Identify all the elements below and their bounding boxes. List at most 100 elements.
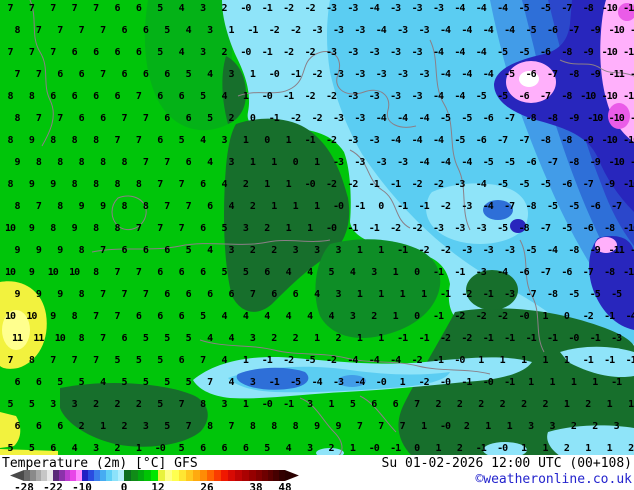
temperature-value: 7 <box>14 69 20 80</box>
temperature-value: -3 <box>397 25 408 36</box>
temperature-value: 6 <box>164 289 170 300</box>
temperature-value: 8 <box>71 135 78 146</box>
temperature-value: 7 <box>399 421 406 432</box>
temperature-value: 7 <box>100 69 106 80</box>
temperature-value: -1 <box>261 47 273 58</box>
temperature-value: 1 <box>285 135 292 146</box>
temperature-value: 3 <box>613 421 620 432</box>
map-region-cyan-se4 <box>316 448 344 456</box>
temperature-value: -6 <box>482 113 494 124</box>
scale-cell <box>273 470 280 481</box>
temperature-value: 8 <box>28 91 35 102</box>
temperature-value: -3 <box>475 223 487 234</box>
temperature-value: 6 <box>35 421 42 432</box>
temperature-value: 8 <box>50 135 56 146</box>
temperature-value: -1 <box>290 69 301 80</box>
temperature-value: 6 <box>35 377 42 388</box>
temperature-value: 9 <box>28 267 35 278</box>
temperature-value: 1 <box>592 377 598 388</box>
temperature-value: 8 <box>78 245 85 256</box>
temperature-value: -4 <box>368 3 380 14</box>
map-region-white-coldcore <box>519 71 539 87</box>
temperature-value: -3 <box>418 69 430 80</box>
temperature-value: -0 <box>261 91 273 102</box>
temperature-value: -1 <box>418 333 430 344</box>
temperature-value: 8 <box>71 311 78 322</box>
temperature-value: 3 <box>307 399 313 410</box>
color-scale-labels: -28 -22 -10 0 12 26 38 48 <box>0 481 634 490</box>
temperature-value: -10 <box>608 25 625 36</box>
temperature-value: 3 <box>314 245 320 256</box>
map-region-magenta-1 <box>618 3 634 21</box>
temperature-value: -2 <box>411 223 423 234</box>
temperature-value: 7 <box>164 201 170 212</box>
temperature-value: -6 <box>582 223 594 234</box>
temperature-value: -0 <box>568 333 579 344</box>
scale-cell <box>123 470 131 481</box>
temperature-value: 11 <box>33 333 44 344</box>
temperature-value: -7 <box>539 223 551 234</box>
temperature-value: 9 <box>14 289 20 300</box>
temperature-value: 9 <box>28 179 35 190</box>
temperature-value: 4 <box>307 267 313 278</box>
temperature-value: 1 <box>228 25 234 36</box>
temperature-value: 7 <box>57 25 63 36</box>
temperature-value: 1 <box>328 399 334 410</box>
temperature-value: -1 <box>397 245 408 256</box>
temperature-value: 1 <box>585 443 591 454</box>
map-region-darkgreen-tongue <box>222 56 246 124</box>
temperature-value: -2 <box>283 47 294 58</box>
temperature-value: 1 <box>242 355 249 366</box>
temperature-value: 1 <box>399 289 406 300</box>
temperature-value: 7 <box>71 3 78 14</box>
temperature-value: 2 <box>78 421 85 432</box>
temperature-value: -3 <box>504 245 515 256</box>
temperature-value: -1 <box>546 333 558 344</box>
temperature-value: -5 <box>461 113 472 124</box>
temperature-value: -9 <box>589 69 601 80</box>
temperature-value: 0 <box>264 135 270 146</box>
temperature-value: 7 <box>35 25 42 36</box>
temperature-value: -2 <box>290 25 301 36</box>
temperature-value: -8 <box>604 267 615 278</box>
temperature-value: 1 <box>485 421 491 432</box>
temperature-value: 1 <box>606 399 613 410</box>
temperature-value: 1 <box>563 355 570 366</box>
temperature-value: -12 <box>623 3 634 14</box>
temperature-value: 5 <box>178 443 185 454</box>
temperature-value: 5 <box>185 333 192 344</box>
copyright-link[interactable]: ©weatheronline.co.uk <box>475 472 632 487</box>
temperature-value: 4 <box>100 377 106 388</box>
temperature-value: -4 <box>368 355 380 366</box>
scale-cell <box>227 470 235 481</box>
temperature-value: 7 <box>7 47 13 58</box>
temperature-value: 4 <box>285 443 292 454</box>
temperature-value: -10 <box>601 3 618 14</box>
temperature-value: 9 <box>14 245 20 256</box>
temperature-value: 6 <box>371 399 377 410</box>
temperature-value: 4 <box>285 267 292 278</box>
temperature-value: 8 <box>93 267 99 278</box>
temperature-value: 7 <box>185 421 192 432</box>
temperature-value: -6 <box>525 157 537 168</box>
temperature-value: 9 <box>100 201 106 212</box>
temperature-value: 6 <box>121 25 127 36</box>
temperature-value: 5 <box>114 355 120 366</box>
temperature-value: 3 <box>207 25 213 36</box>
temperature-value: 7 <box>121 289 127 300</box>
temperature-value: -10 <box>601 47 618 58</box>
temperature-value: 6 <box>200 223 206 234</box>
temperature-value: 5 <box>157 399 163 410</box>
scale-cell <box>70 470 77 481</box>
temperature-value: 2 <box>521 399 527 410</box>
temperature-value: 6 <box>185 289 192 300</box>
temperature-value: 3 <box>142 421 149 432</box>
temperature-value: -2 <box>311 113 323 124</box>
temperature-value: 1 <box>435 443 441 454</box>
temperature-value: 8 <box>249 421 256 432</box>
temperature-value: -0 <box>439 377 451 388</box>
temperature-value: 2 <box>93 399 99 410</box>
temperature-value: -5 <box>504 157 515 168</box>
temperature-value: -2 <box>418 377 430 388</box>
temperature-value: 6 <box>14 421 20 432</box>
